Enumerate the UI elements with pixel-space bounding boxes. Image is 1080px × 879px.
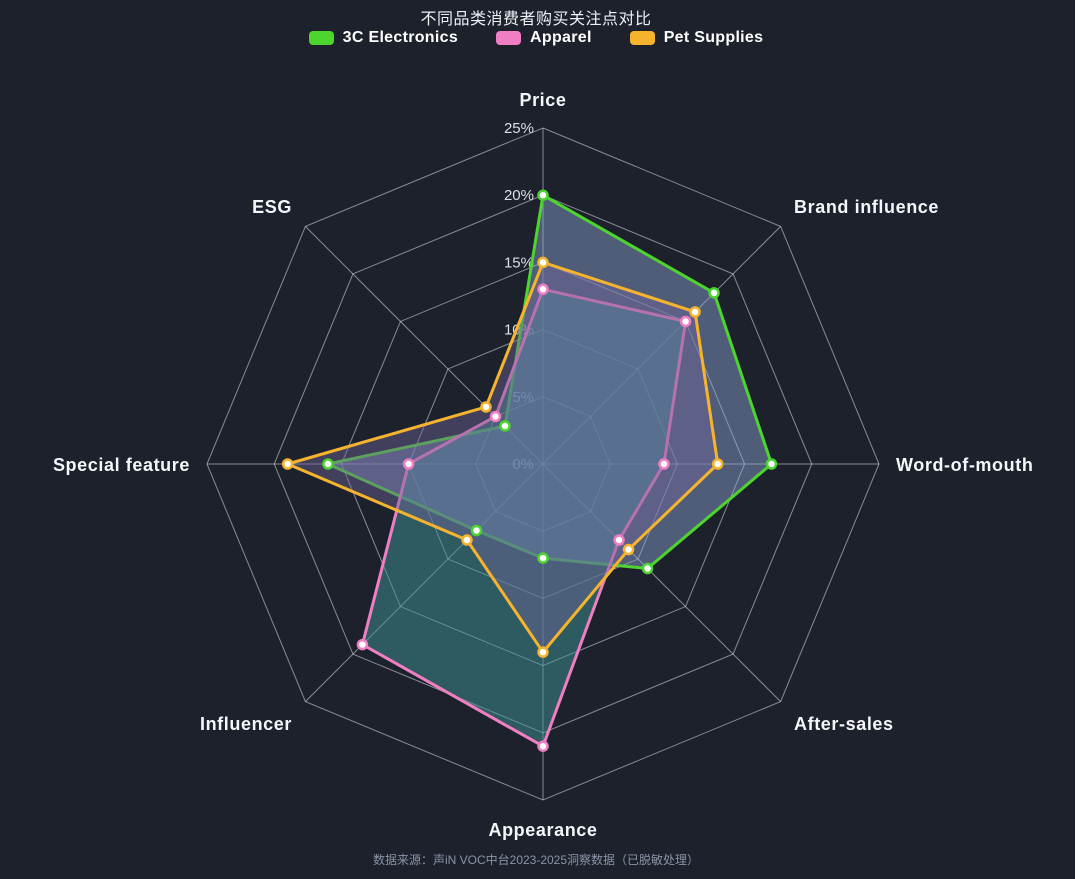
- legend-swatch-apparel: [496, 31, 522, 45]
- data-point-3c-electronics-after-sales[interactable]: [641, 562, 654, 575]
- data-point-3c-electronics-brand-influence[interactable]: [708, 287, 720, 299]
- data-point-3c-electronics-special-feature[interactable]: [322, 458, 334, 470]
- axis-name-special-feature: Special feature: [53, 455, 190, 475]
- axis-name-esg: ESG: [252, 197, 292, 217]
- data-point-apparel-after-sales[interactable]: [613, 534, 625, 546]
- data-point-apparel-special-feature[interactable]: [402, 458, 415, 470]
- data-point-apparel-brand-influence[interactable]: [679, 315, 692, 328]
- data-point-apparel-esg[interactable]: [489, 410, 502, 423]
- data-point-apparel-price[interactable]: [537, 283, 549, 296]
- chart-title: 不同品类消费者购买关注点对比: [420, 11, 652, 28]
- data-point-pet-supplies-appearance[interactable]: [537, 646, 549, 658]
- tick-label: 20%: [504, 187, 534, 204]
- data-point-apparel-influencer[interactable]: [356, 638, 369, 651]
- series-area-pet-supplies[interactable]: [286, 260, 720, 654]
- legend: 3C Electronics Apparel Pet Supplies: [0, 29, 1072, 47]
- data-point-apparel-word-of-mouth[interactable]: [658, 458, 670, 470]
- data-point-pet-supplies-special-feature[interactable]: [281, 458, 294, 470]
- data-point-pet-supplies-brand-influence[interactable]: [689, 306, 701, 318]
- axis-name-word-of-mouth: Word-of-mouth: [896, 455, 1033, 475]
- legend-item-3c-electronics[interactable]: 3C Electronics: [308, 29, 459, 47]
- legend-swatch-pet-supplies: [629, 31, 655, 45]
- tick-label: 15%: [504, 254, 534, 271]
- legend-swatch-3c-electronics: [308, 31, 334, 45]
- scrollbar[interactable]: [1075, 0, 1080, 879]
- data-point-pet-supplies-after-sales[interactable]: [622, 543, 635, 556]
- data-point-3c-electronics-influencer[interactable]: [470, 524, 483, 537]
- data-point-3c-electronics-appearance[interactable]: [537, 552, 549, 564]
- data-point-pet-supplies-influencer[interactable]: [461, 534, 473, 546]
- data-point-pet-supplies-esg[interactable]: [480, 401, 492, 413]
- data-source-note: 数据来源：声iN VOC中台2023-2025洞察数据（已脱敏处理）: [372, 853, 700, 867]
- data-point-3c-electronics-esg[interactable]: [499, 420, 511, 432]
- tick-label: 25%: [504, 120, 534, 137]
- axis-name-influencer: Influencer: [200, 714, 292, 734]
- legend-label: Pet Supplies: [663, 29, 764, 46]
- data-point-3c-electronics-price[interactable]: [537, 189, 549, 201]
- data-point-pet-supplies-word-of-mouth[interactable]: [711, 458, 724, 470]
- axis-name-after-sales: After-sales: [794, 714, 894, 734]
- axis-name-appearance: Appearance: [488, 820, 597, 840]
- data-point-3c-electronics-word-of-mouth[interactable]: [765, 458, 778, 470]
- legend-label: 3C Electronics: [342, 29, 459, 46]
- data-point-pet-supplies-price[interactable]: [537, 256, 549, 269]
- axis-name-brand-influence: Brand influence: [794, 197, 939, 217]
- legend-item-apparel[interactable]: Apparel: [496, 29, 592, 47]
- legend-item-pet-supplies[interactable]: Pet Supplies: [629, 29, 764, 47]
- legend-label: Apparel: [530, 29, 592, 46]
- axis-name-price: Price: [519, 90, 566, 110]
- data-point-apparel-appearance[interactable]: [537, 740, 549, 752]
